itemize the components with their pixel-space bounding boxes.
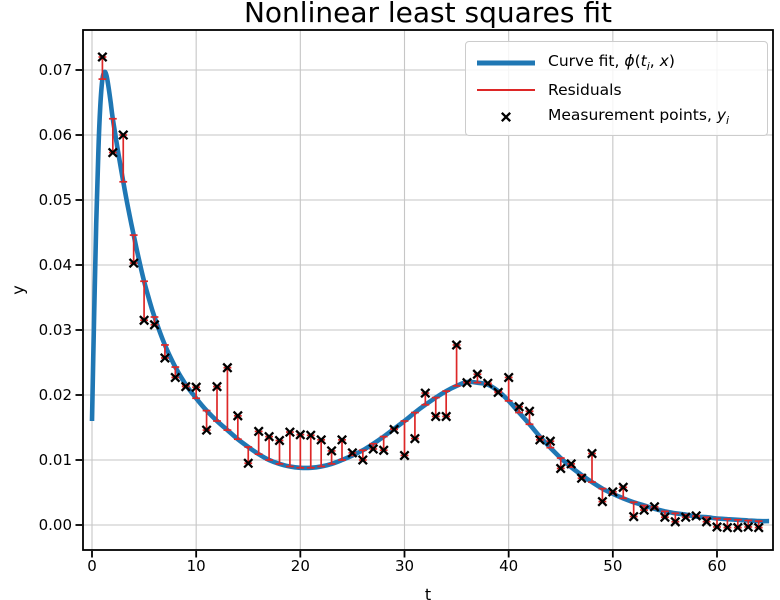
x-tick-label: 0 (87, 557, 97, 575)
residuals-swatch-icon (474, 80, 538, 100)
x-tick-label: 50 (603, 557, 623, 575)
y-tick-label: 0.01 (38, 451, 72, 469)
y-tick-label: 0.02 (38, 386, 72, 404)
measurement-markers (97, 51, 764, 533)
x-tick-label: 30 (394, 557, 415, 575)
legend: Curve fit, ϕ(ti, x) Residuals Measurement … (465, 41, 768, 136)
x-marker-swatch-icon (474, 107, 538, 127)
x-axis-label: t (424, 585, 432, 600)
y-tick-label: 0.00 (38, 516, 72, 534)
x-tick-label: 20 (290, 557, 310, 575)
y-tick-label: 0.04 (38, 256, 72, 274)
legend-item-label: Residuals (548, 80, 622, 99)
tick-marks (75, 69, 718, 558)
y-axis-label: y (8, 285, 28, 295)
y-tick-label: 0.03 (38, 321, 72, 339)
legend-item: Residuals (474, 76, 759, 103)
legend-item: Measurement points, yi (474, 103, 759, 130)
curve-fit-line (89, 69, 770, 524)
x-tick-label: 60 (707, 557, 727, 575)
x-tick-label: 10 (186, 557, 206, 575)
chart-title: Nonlinear least squares fit (243, 0, 613, 29)
plot-spines (82, 29, 774, 551)
y-tick-label: 0.06 (38, 126, 72, 144)
y-tick-label: 0.05 (38, 191, 72, 209)
curve-fit-swatch-icon (474, 53, 538, 73)
legend-item: Curve fit, ϕ(ti, x) (474, 49, 759, 76)
y-tick-label: 0.07 (38, 61, 72, 79)
legend-item-label: Curve fit, ϕ(ti, x) (548, 51, 675, 74)
x-tick-label: 40 (499, 557, 519, 575)
legend-item-label: Measurement points, yi (548, 105, 730, 128)
